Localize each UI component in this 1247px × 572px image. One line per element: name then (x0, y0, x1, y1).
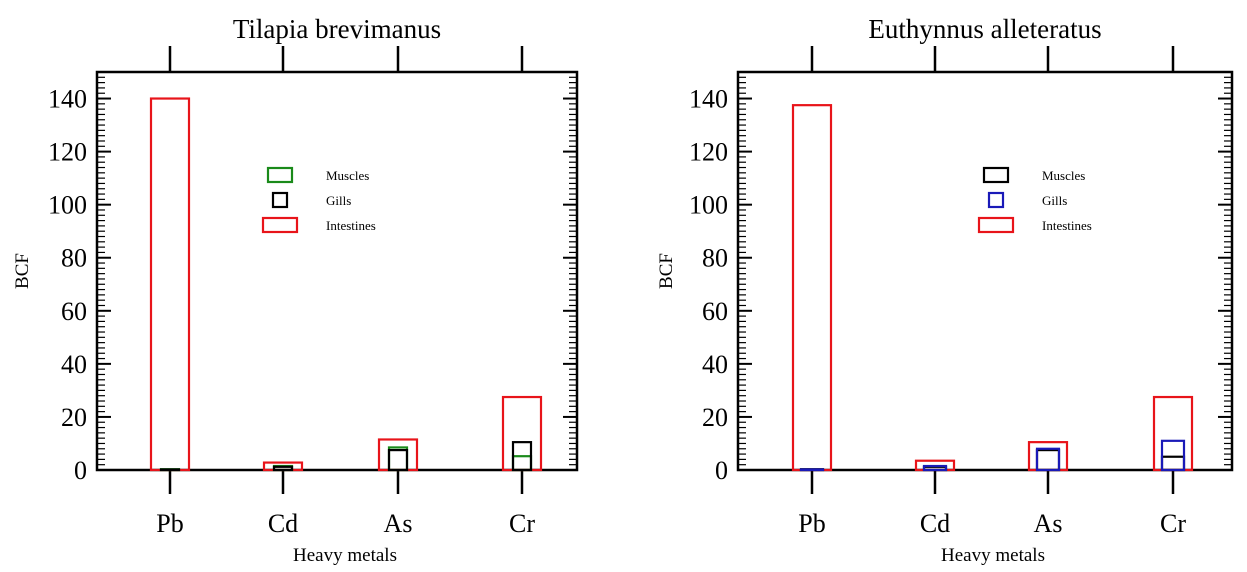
legend-swatch-muscles (266, 166, 294, 184)
y-tick-label: 140 (689, 85, 728, 114)
bar-intestines-as (377, 438, 419, 472)
y-tick-label: 20 (702, 403, 728, 432)
bar-intestines-cr (1152, 395, 1194, 472)
x-axis-label: Heavy metals (941, 545, 1045, 566)
plot-frame (95, 70, 579, 472)
y-tick-label: 60 (702, 297, 728, 326)
y-tick-label: 120 (689, 138, 728, 167)
legend-label-intestines: Intestines (326, 218, 376, 233)
bar-muscles-cr (1160, 455, 1186, 472)
bar-gills-cd (272, 465, 294, 472)
bar-gills-as (1035, 447, 1061, 472)
y-tick-label: 140 (48, 85, 87, 114)
y-tick-label: 40 (702, 350, 728, 379)
chart-title: Tilapia brevimanus (233, 14, 441, 44)
x-tick-label: Pb (156, 509, 183, 538)
bar-gills-cd (922, 464, 948, 472)
y-tick-label: 0 (74, 456, 87, 485)
legend-label-gills: Gills (326, 193, 351, 208)
bar-gills-pb (799, 468, 825, 472)
legend-swatch-intestines (977, 216, 1015, 234)
legend-label-muscles: Muscles (1042, 168, 1085, 183)
legend-label-intestines: Intestines (1042, 218, 1092, 233)
legend-swatch-gills (271, 191, 289, 209)
plot-frame (736, 70, 1234, 472)
y-axis-label: BCF (656, 253, 677, 289)
bar-gills-cr (1160, 439, 1186, 472)
x-tick-label: Pb (798, 509, 825, 538)
y-tick-label: 80 (61, 244, 87, 273)
y-tick-label: 100 (689, 191, 728, 220)
y-tick-label: 20 (61, 403, 87, 432)
bar-muscles-as (1035, 449, 1061, 472)
bar-gills-as (387, 449, 409, 472)
legend-label-gills: Gills (1042, 193, 1067, 208)
y-tick-label: 120 (48, 138, 87, 167)
bar-intestines-pb (791, 104, 833, 472)
y-tick-label: 60 (61, 297, 87, 326)
x-tick-label: Cr (509, 509, 535, 538)
x-tick-label: Cd (268, 509, 298, 538)
y-tick-label: 40 (61, 350, 87, 379)
bar-intestines-cr (501, 395, 543, 472)
bar-gills-cr (511, 441, 533, 472)
bar-intestines-pb (149, 97, 191, 472)
chart-title: Euthynnus alleteratus (868, 14, 1101, 44)
chart-panel-1: Tilapia brevimanus 0 20 40 60 80 100 120 140 BCF P… (12, 14, 579, 566)
bar-gills-pb (159, 468, 181, 472)
y-tick-label: 100 (48, 191, 87, 220)
legend-swatch-gills (987, 191, 1005, 209)
x-axis-label: Heavy metals (293, 545, 397, 566)
legend-swatch-intestines (261, 216, 299, 234)
legend-label-muscles: Muscles (326, 168, 369, 183)
x-tick-label: As (1034, 509, 1063, 538)
legend-swatch-muscles (982, 166, 1010, 184)
bar-muscles-cr (511, 455, 533, 472)
x-tick-label: As (384, 509, 413, 538)
x-tick-label: Cd (920, 509, 950, 538)
y-tick-label: 0 (715, 456, 728, 485)
chart-panel-2: Euthynnus alleteratus 0 20 40 60 80 100 120 140 B… (656, 14, 1234, 566)
y-tick-label: 80 (702, 244, 728, 273)
x-tick-label: Cr (1160, 509, 1186, 538)
bar-intestines-as (1027, 441, 1069, 472)
y-axis-label: BCF (12, 253, 33, 289)
